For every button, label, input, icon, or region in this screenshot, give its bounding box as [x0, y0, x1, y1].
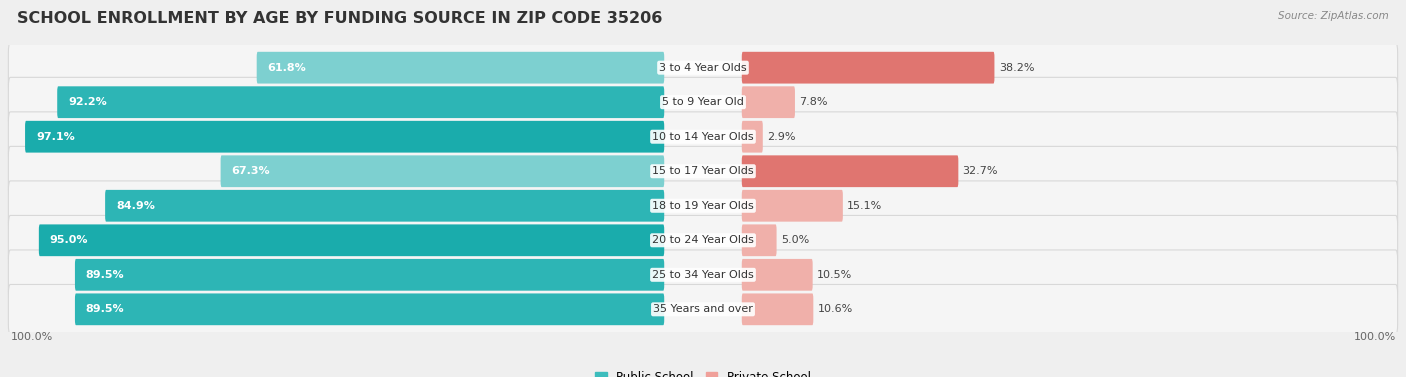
FancyBboxPatch shape — [742, 86, 794, 118]
Text: 67.3%: 67.3% — [232, 166, 270, 176]
FancyBboxPatch shape — [75, 259, 664, 291]
Text: 15 to 17 Year Olds: 15 to 17 Year Olds — [652, 166, 754, 176]
FancyBboxPatch shape — [257, 52, 664, 84]
FancyBboxPatch shape — [8, 43, 1398, 92]
Text: 89.5%: 89.5% — [86, 270, 125, 280]
Text: SCHOOL ENROLLMENT BY AGE BY FUNDING SOURCE IN ZIP CODE 35206: SCHOOL ENROLLMENT BY AGE BY FUNDING SOUR… — [17, 11, 662, 26]
FancyBboxPatch shape — [742, 52, 994, 84]
FancyBboxPatch shape — [39, 224, 664, 256]
Text: Source: ZipAtlas.com: Source: ZipAtlas.com — [1278, 11, 1389, 21]
FancyBboxPatch shape — [8, 112, 1398, 162]
FancyBboxPatch shape — [8, 77, 1398, 127]
FancyBboxPatch shape — [105, 190, 664, 222]
Text: 15.1%: 15.1% — [848, 201, 883, 211]
Text: 84.9%: 84.9% — [117, 201, 155, 211]
FancyBboxPatch shape — [8, 181, 1398, 231]
Text: 20 to 24 Year Olds: 20 to 24 Year Olds — [652, 235, 754, 245]
Text: 100.0%: 100.0% — [10, 332, 52, 342]
Text: 61.8%: 61.8% — [267, 63, 307, 73]
FancyBboxPatch shape — [8, 215, 1398, 265]
Legend: Public School, Private School: Public School, Private School — [591, 366, 815, 377]
FancyBboxPatch shape — [58, 86, 664, 118]
Text: 18 to 19 Year Olds: 18 to 19 Year Olds — [652, 201, 754, 211]
Text: 3 to 4 Year Olds: 3 to 4 Year Olds — [659, 63, 747, 73]
FancyBboxPatch shape — [8, 285, 1398, 334]
FancyBboxPatch shape — [742, 224, 776, 256]
Text: 97.1%: 97.1% — [37, 132, 75, 142]
Text: 7.8%: 7.8% — [799, 97, 828, 107]
Text: 5 to 9 Year Old: 5 to 9 Year Old — [662, 97, 744, 107]
Text: 92.2%: 92.2% — [67, 97, 107, 107]
Text: 10.6%: 10.6% — [818, 304, 853, 314]
FancyBboxPatch shape — [221, 155, 664, 187]
Text: 38.2%: 38.2% — [998, 63, 1035, 73]
Text: 89.5%: 89.5% — [86, 304, 125, 314]
FancyBboxPatch shape — [742, 190, 842, 222]
Text: 100.0%: 100.0% — [1354, 332, 1396, 342]
Text: 95.0%: 95.0% — [49, 235, 89, 245]
Text: 35 Years and over: 35 Years and over — [652, 304, 754, 314]
FancyBboxPatch shape — [75, 293, 664, 325]
FancyBboxPatch shape — [25, 121, 664, 153]
Text: 10.5%: 10.5% — [817, 270, 852, 280]
Text: 32.7%: 32.7% — [963, 166, 998, 176]
FancyBboxPatch shape — [742, 293, 813, 325]
FancyBboxPatch shape — [8, 146, 1398, 196]
FancyBboxPatch shape — [742, 121, 763, 153]
Text: 2.9%: 2.9% — [768, 132, 796, 142]
FancyBboxPatch shape — [8, 250, 1398, 300]
Text: 5.0%: 5.0% — [780, 235, 808, 245]
Text: 25 to 34 Year Olds: 25 to 34 Year Olds — [652, 270, 754, 280]
Text: 10 to 14 Year Olds: 10 to 14 Year Olds — [652, 132, 754, 142]
FancyBboxPatch shape — [742, 155, 959, 187]
FancyBboxPatch shape — [742, 259, 813, 291]
